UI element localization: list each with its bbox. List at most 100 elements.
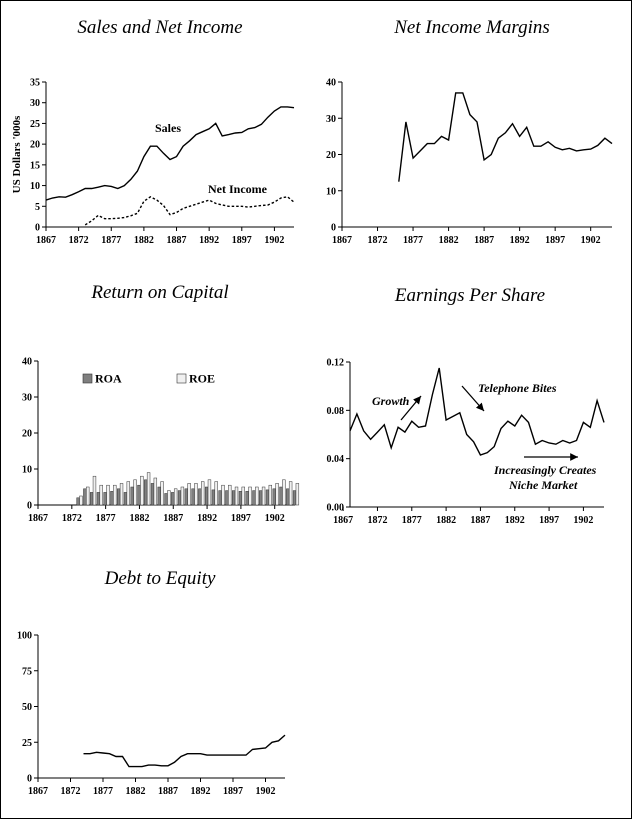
y-tick-label: 40 xyxy=(326,78,336,89)
chart-eps: Earnings Per Share 0.00 0.04 0.08 0.12 1867 18… xyxy=(327,285,605,526)
bar-roe xyxy=(99,484,103,506)
annotation-sales: Sales xyxy=(155,121,181,135)
x-tick-label: 1897 xyxy=(232,235,252,246)
bar-roe xyxy=(241,486,245,506)
bar-roe xyxy=(228,484,232,506)
x-tick-label: 1882 xyxy=(126,786,146,797)
x-tick-label: 1892 xyxy=(505,515,525,526)
chart-title: Net Income Margins xyxy=(393,17,550,38)
y-tick-label: 0 xyxy=(35,223,40,234)
x-tick-label: 1872 xyxy=(61,786,81,797)
bar-roe xyxy=(140,475,144,506)
annotation-telephone-bites: Telephone Bites xyxy=(478,381,557,395)
chart-title: Sales and Net Income xyxy=(77,17,242,38)
bar-roa xyxy=(164,493,168,506)
y-tick-label: 0 xyxy=(27,774,32,785)
x-tick-label: 1882 xyxy=(436,515,456,526)
x-tick-label: 1897 xyxy=(223,786,243,797)
y-tick-label: 25 xyxy=(22,738,32,749)
legend: ROA ROE xyxy=(82,372,215,386)
x-tick-label: 1867 xyxy=(36,235,56,246)
x-tick-label: 1877 xyxy=(101,235,121,246)
chart-margins: Net Income Margins 0 10 20 30 40 1867 1872 1877 1… xyxy=(326,17,613,246)
y-tick-label: 10 xyxy=(326,186,336,197)
bar-roe xyxy=(86,486,90,506)
y-tick-label: 0 xyxy=(27,501,32,512)
y-tick-label: 50 xyxy=(22,702,32,713)
x-tick-label: 1887 xyxy=(167,235,187,246)
annotation-niche-market: Niche Market xyxy=(508,478,578,492)
x-tick-label: 1897 xyxy=(539,515,559,526)
bar-roe xyxy=(126,481,130,506)
x-tick-label: 1902 xyxy=(256,786,276,797)
bar-roe xyxy=(221,484,225,506)
x-tick-label: 1892 xyxy=(199,235,219,246)
bar-roe xyxy=(167,490,171,506)
bar-roe xyxy=(173,488,178,506)
bar-roa xyxy=(96,492,101,506)
x-tick-label: 1887 xyxy=(163,513,183,524)
legend-swatch-roa xyxy=(82,373,93,384)
bar-roe xyxy=(214,481,218,506)
bar-roe xyxy=(207,479,212,506)
bar-roe xyxy=(106,484,110,506)
bar-roe xyxy=(133,479,137,506)
y-tick-label: 30 xyxy=(30,98,40,109)
x-tick-label: 1902 xyxy=(581,235,601,246)
bar-roe xyxy=(248,486,252,506)
annotation-net-income: Net Income xyxy=(208,182,268,196)
x-tick-label: 1872 xyxy=(368,235,388,246)
series-line-0 xyxy=(398,92,613,182)
series-line-0 xyxy=(349,367,605,456)
x-tick-label: 1902 xyxy=(573,515,593,526)
arrow-telephone-bites xyxy=(461,385,485,412)
series-line-0 xyxy=(83,734,286,768)
annotation-growth: Growth xyxy=(372,394,410,408)
legend-label-roa: ROA xyxy=(95,372,122,386)
bar-roa xyxy=(272,488,276,506)
y-tick-label: 25 xyxy=(30,119,40,130)
x-tick-label: 1897 xyxy=(545,235,565,246)
bar-roa xyxy=(252,490,256,506)
bar-roe xyxy=(234,486,239,506)
bar-roa xyxy=(177,490,182,506)
bar-roe xyxy=(295,483,300,506)
bar-roa xyxy=(144,479,148,506)
bar-roa xyxy=(198,488,202,506)
bar-roa xyxy=(238,491,243,506)
y-tick-label: 10 xyxy=(22,465,32,476)
chart-de: Debt to Equity 0 25 50 75 100 1867 1872 1877 1882… xyxy=(17,568,286,797)
x-tick-label: 1877 xyxy=(403,235,423,246)
bar-roe xyxy=(275,483,279,506)
y-tick-label: 0.04 xyxy=(327,454,345,465)
chart-roc: Return on Capital 0 10 20 30 40 1867 1872 1877 18… xyxy=(22,282,300,524)
y-tick-label: 30 xyxy=(22,393,32,404)
bar-roa xyxy=(171,492,175,506)
bar-roa xyxy=(83,488,87,506)
bar-roe xyxy=(92,475,97,506)
bar-roa xyxy=(225,490,229,506)
y-tick-label: 10 xyxy=(30,181,40,192)
legend-label-roe: ROE xyxy=(189,372,215,386)
bar-roa xyxy=(204,486,209,506)
bar-roe xyxy=(79,495,83,506)
y-tick-label: 15 xyxy=(30,160,40,171)
y-tick-label: 0.12 xyxy=(327,358,345,369)
x-tick-label: 1872 xyxy=(69,235,89,246)
x-tick-label: 1882 xyxy=(439,235,459,246)
bar-roe xyxy=(288,481,293,506)
y-tick-label: 20 xyxy=(30,140,40,151)
y-tick-label: 0.00 xyxy=(327,503,345,514)
bar-roa xyxy=(279,486,283,506)
y-tick-label: 5 xyxy=(35,202,40,213)
y-tick-label: 0.08 xyxy=(327,406,345,417)
bar-roa xyxy=(184,488,188,506)
chart-title: Debt to Equity xyxy=(104,568,216,589)
annotation-increasingly-creates: Increasingly Creates xyxy=(493,463,597,477)
bar-roa xyxy=(110,491,114,506)
x-tick-label: 1867 xyxy=(332,235,352,246)
chart-title: Return on Capital xyxy=(90,282,228,303)
bar-roe xyxy=(194,483,198,506)
bar-roa xyxy=(103,492,107,506)
y-tick-label: 40 xyxy=(22,357,32,368)
